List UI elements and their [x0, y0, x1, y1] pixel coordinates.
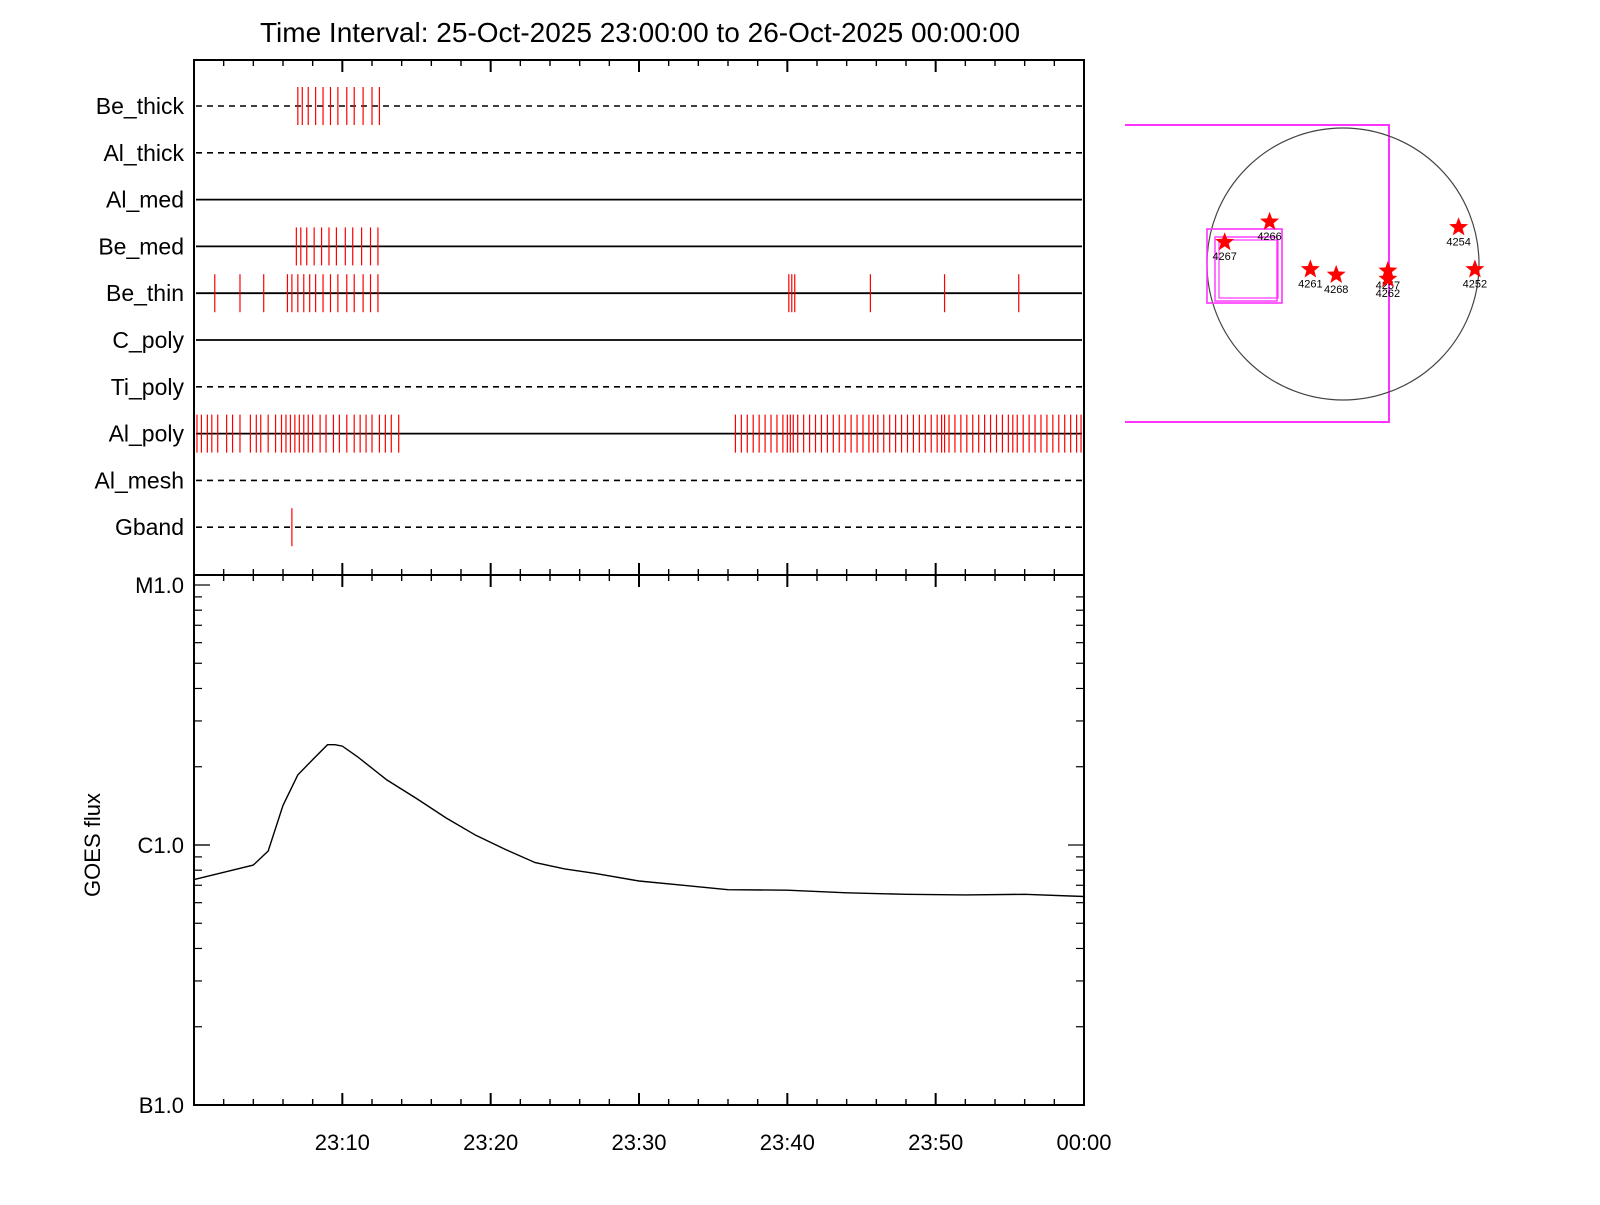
ar-label: 4262: [1376, 288, 1400, 300]
filter-label: Al_med: [106, 187, 184, 213]
y-tick-label: M1.0: [135, 573, 184, 598]
x-tick-label: 23:50: [908, 1130, 963, 1155]
solar-limb: [1206, 127, 1480, 401]
x-tick-label: 00:00: [1056, 1130, 1111, 1155]
x-tick-label: 23:30: [611, 1130, 666, 1155]
y-tick-label: C1.0: [138, 833, 184, 858]
filter-label: Ti_poly: [111, 374, 185, 400]
x-tick-label: 23:40: [760, 1130, 815, 1155]
ar-label: 4268: [1324, 284, 1348, 296]
filter-label: Be_med: [98, 233, 184, 259]
ar-label: 4261: [1298, 278, 1322, 290]
goes-flux-line: [193, 744, 1085, 898]
ar-label: 4254: [1446, 236, 1470, 248]
ar-star-marker: [1260, 211, 1280, 230]
ar-star-marker: [1300, 259, 1320, 278]
ar-label: 4257: [1376, 280, 1400, 292]
ar-star-marker: [1449, 217, 1469, 236]
fov-bracket: [1125, 124, 1390, 423]
goes-y-ticks: M1.0 C1.0 B1.0: [135, 573, 1084, 1118]
ar-star-marker: [1465, 259, 1485, 278]
filter-label: Gband: [115, 514, 184, 540]
x-tick-label: 23:10: [315, 1130, 370, 1155]
goes-x-ticks: 23:10 23:20 23:30 23:40 23:50 00:00: [193, 575, 1112, 1155]
ar-label: 4266: [1257, 231, 1281, 243]
chart-title: Time Interval: 25-Oct-2025 23:00:00 to 2…: [260, 17, 1020, 48]
filter-panel-frame: [193, 59, 1085, 576]
filter-label: Al_poly: [109, 421, 185, 447]
filter-label: Al_thick: [103, 140, 184, 166]
filter-panel: Be_thick Al_thick Al_med Be_med Be_thin C_pol…: [95, 59, 1085, 576]
ar-label: 4267: [1212, 251, 1236, 263]
ar-label: 4252: [1463, 278, 1487, 290]
goes-panel: M1.0 C1.0 B1.0 23:10 23:20 23:30 23:40 23:50 00…: [80, 573, 1112, 1155]
y-tick-label: B1.0: [139, 1093, 184, 1118]
ar-star-marker: [1378, 269, 1398, 288]
filter-label: C_poly: [112, 327, 184, 353]
filter-label: Be_thin: [106, 280, 184, 306]
fov-box-inner-2: [1218, 239, 1279, 299]
ar-star-marker: [1326, 264, 1346, 283]
goes-y-axis-label: GOES flux: [80, 793, 105, 897]
fov-box-inner: [1214, 236, 1278, 302]
fov-box: [1206, 228, 1283, 304]
filter-panel-ticks: [193, 60, 1085, 575]
x-tick-label: 23:20: [463, 1130, 518, 1155]
filter-rows: Be_thick Al_thick Al_med Be_med Be_thin C_pol…: [95, 87, 1082, 547]
filter-label: Be_thick: [96, 93, 185, 119]
filter-label: Al_mesh: [95, 467, 184, 493]
ar-star-marker: [1215, 232, 1235, 251]
goes-panel-frame: [193, 574, 1085, 1106]
